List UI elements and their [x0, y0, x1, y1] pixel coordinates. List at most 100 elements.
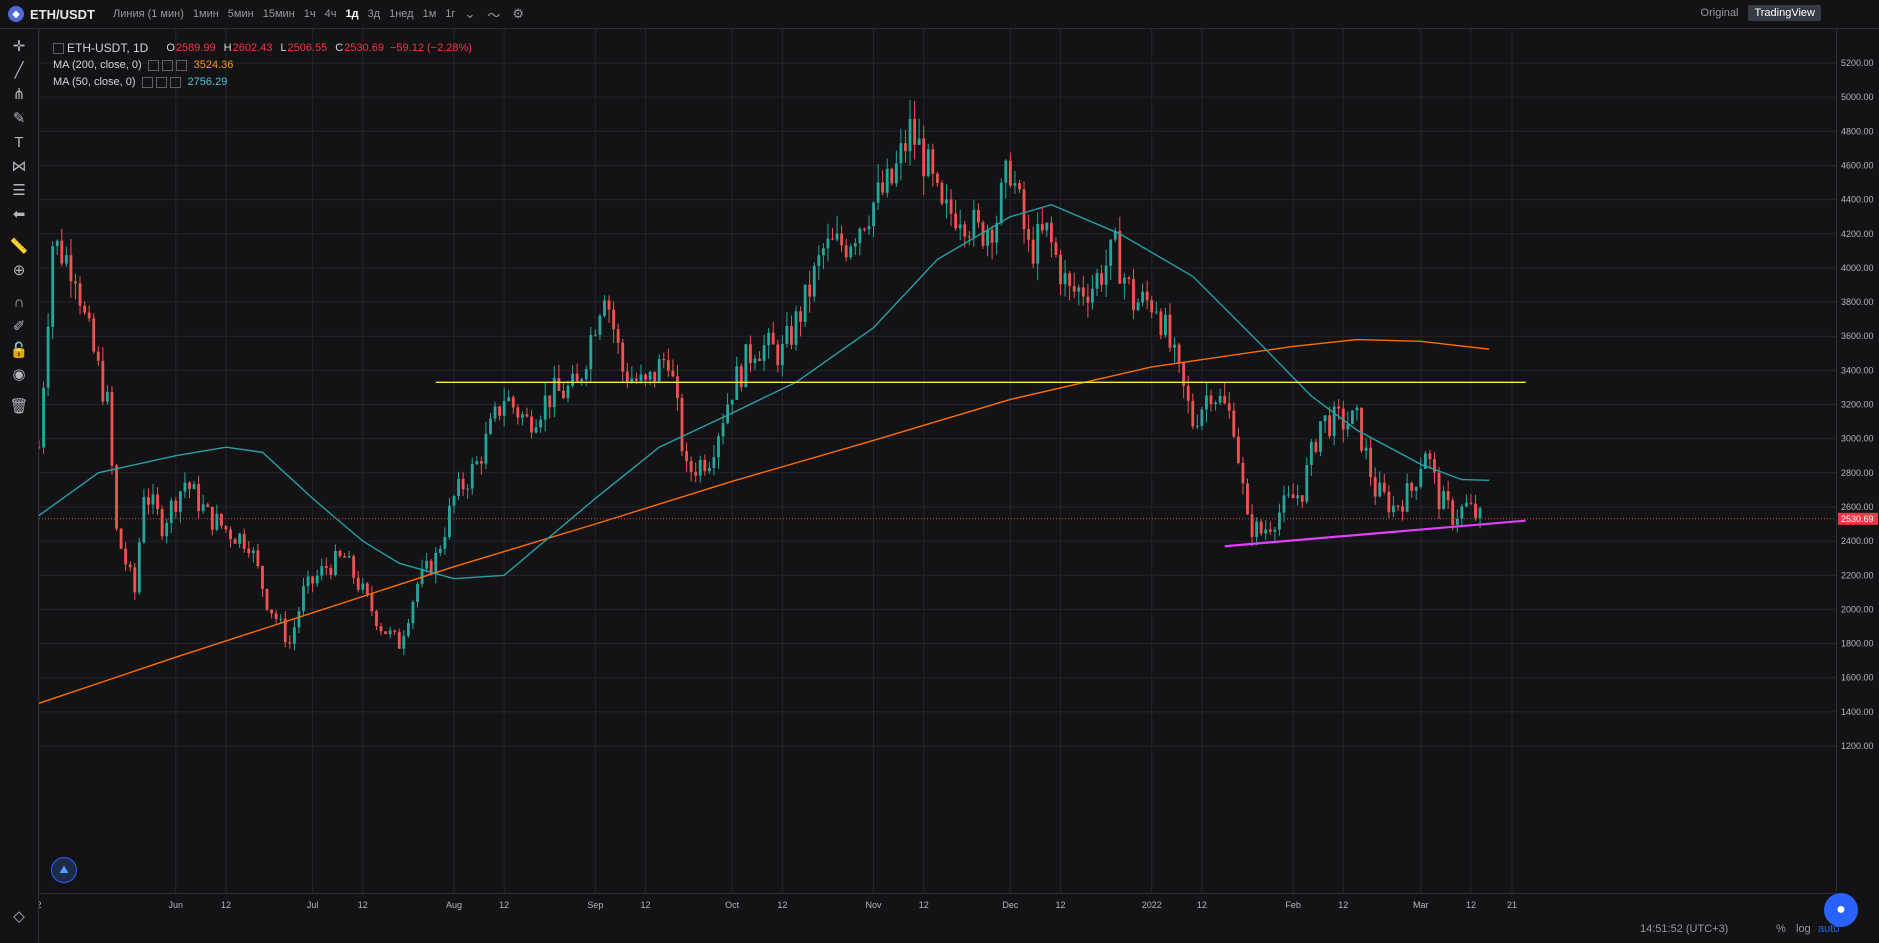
time-tick-label: Sep — [587, 900, 603, 910]
chart-area[interactable] — [39, 29, 1836, 943]
interval-1d[interactable]: 1д — [345, 8, 359, 20]
candle-body — [625, 371, 629, 383]
auto-toggle[interactable]: auto — [1818, 923, 1840, 935]
interval-line-1m[interactable]: Линия (1 мин) — [113, 8, 184, 20]
tradingview-logo-icon[interactable]: ⛰ — [51, 857, 77, 883]
original-view-button[interactable]: Original — [1700, 7, 1739, 19]
candle-body — [110, 391, 114, 466]
candle-body — [448, 505, 451, 537]
candle-body — [489, 418, 492, 434]
ma50-visibility-icon[interactable] — [155, 77, 167, 88]
candle-body — [607, 300, 611, 310]
time-axis-labels[interactable]: 2 Jun 12 Jul 12 Aug 12 Sep 12 Oct 12 Nov 12 Dec 12 2022… — [36, 894, 1836, 919]
ma200-visibility-icon[interactable] — [161, 60, 173, 71]
candle-body — [543, 395, 547, 420]
layers-icon[interactable]: ◇ — [13, 908, 25, 925]
candle-body — [1177, 344, 1181, 363]
support-trendline[interactable] — [1224, 519, 1526, 548]
candle-body — [1300, 495, 1304, 502]
candle-body — [1227, 403, 1231, 411]
candle-body — [87, 312, 91, 319]
candle-body — [343, 556, 346, 558]
candle-body — [1081, 287, 1085, 297]
candle-body — [1387, 491, 1391, 513]
candle-body — [1072, 285, 1076, 292]
candle-body — [411, 602, 415, 624]
interval-1m[interactable]: 1м — [422, 8, 437, 20]
ruler-icon[interactable]: 📏 — [9, 238, 29, 255]
candle-body — [571, 373, 574, 386]
candle-body — [780, 344, 784, 366]
price-axis-labels[interactable]: 1200.00 1400.00 1600.00 1800.00 2000.00 2200.… — [1837, 29, 1879, 893]
candle-body — [1191, 400, 1195, 427]
ma200-label[interactable]: MA (200, close, 0) — [53, 59, 142, 71]
candle-body — [530, 416, 533, 433]
interval-1y[interactable]: 1г — [445, 8, 456, 20]
candle-body — [703, 459, 707, 472]
symbol-title[interactable]: ETH/USDT — [30, 6, 95, 22]
chat-icon[interactable]: ● — [1824, 893, 1858, 927]
pattern-icon[interactable]: ⋈ — [11, 158, 27, 175]
ma200-settings-icon[interactable] — [147, 60, 159, 71]
interval-1min[interactable]: 1мин — [192, 8, 219, 20]
ma50-settings-icon[interactable] — [141, 77, 153, 88]
time-axis[interactable]: 2 Jun 12 Jul 12 Aug 12 Sep 12 Oct 12 Nov 12 Dec 12 2022… — [36, 893, 1836, 919]
price-chart[interactable] — [39, 29, 1836, 893]
price-tick-label: 4600.00 — [1841, 160, 1874, 170]
prediction-icon[interactable]: ☰ — [12, 182, 26, 199]
price-axis[interactable]: 1200.00 1400.00 1600.00 1800.00 2000.00 2200.… — [1836, 29, 1879, 893]
ma200-close-icon[interactable] — [175, 60, 187, 71]
candle-body — [370, 593, 374, 612]
arrow-left-icon[interactable]: ⬅ — [12, 206, 26, 223]
lock-icon[interactable]: 🔓 — [9, 342, 29, 359]
time-tick-label: Dec — [1002, 900, 1019, 910]
interval-1w[interactable]: 1нед — [389, 8, 414, 20]
time-tick-label: 12 — [499, 900, 509, 910]
interval-5min[interactable]: 5мин — [227, 8, 254, 20]
candle-body — [1150, 300, 1154, 313]
text-icon[interactable]: T — [14, 133, 24, 151]
trendline-icon[interactable]: ╱ — [14, 62, 24, 79]
magnet-icon[interactable]: ∩ — [13, 293, 25, 311]
candle-body — [429, 560, 433, 575]
interval-4h[interactable]: 4ч — [324, 8, 337, 20]
candle-body — [1036, 223, 1040, 264]
candle-body — [55, 240, 59, 247]
candle-body — [666, 360, 670, 371]
change-value: −59.12 (−2.28%) — [390, 42, 472, 54]
tradingview-view-button[interactable]: TradingView — [1748, 5, 1821, 21]
candle-body — [831, 238, 834, 240]
interval-3d[interactable]: 3д — [367, 8, 381, 20]
trash-icon[interactable]: 🗑 — [9, 398, 29, 415]
candle-body — [1332, 406, 1336, 436]
legend-symbol[interactable]: ETH-USDT, 1D — [67, 41, 149, 55]
ma50-label[interactable]: MA (50, close, 0) — [53, 76, 136, 88]
pencil-lock-icon[interactable]: ✐ — [12, 318, 26, 335]
pitchfork-icon[interactable]: ⋔ — [12, 86, 26, 103]
interval-1h[interactable]: 1ч — [303, 8, 316, 20]
ma200-line[interactable] — [39, 338, 1490, 704]
candle-body — [92, 318, 96, 352]
candle-body — [302, 586, 305, 612]
ma50-line[interactable] — [39, 203, 1490, 580]
brush-icon[interactable]: ✎ — [12, 110, 26, 127]
gear-icon[interactable]: ⚙ — [512, 6, 525, 21]
candle-body — [598, 315, 602, 335]
time-tick-label: 12 — [777, 900, 787, 910]
zoom-in-icon[interactable]: ⊕ — [12, 262, 26, 279]
eye-icon[interactable]: ◉ — [12, 366, 26, 383]
ma50-close-icon[interactable] — [169, 77, 181, 88]
candle-body — [557, 378, 561, 391]
chart-type-icon[interactable]: 〜 — [487, 7, 501, 23]
candle-body — [169, 500, 173, 523]
candle-body — [1054, 242, 1058, 255]
collapse-icon[interactable] — [53, 43, 64, 54]
candle-body — [776, 344, 780, 366]
interval-15min[interactable]: 15мин — [262, 8, 295, 20]
percent-toggle[interactable]: % — [1776, 923, 1786, 935]
crosshair-icon[interactable]: ✛ — [12, 38, 26, 55]
time-tick-label: Mar — [1413, 900, 1429, 910]
candle-body — [1040, 223, 1044, 231]
log-toggle[interactable]: log — [1796, 923, 1811, 935]
chevron-down-icon[interactable]: ⌄ — [464, 6, 476, 21]
